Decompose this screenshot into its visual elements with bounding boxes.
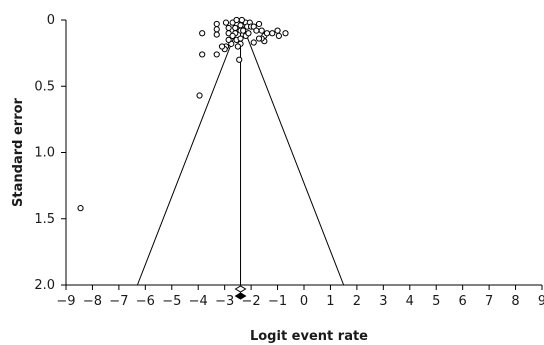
data-point — [213, 51, 220, 58]
x-tick-label: 7 — [485, 294, 493, 309]
x-tick-label: 5 — [432, 294, 440, 309]
data-point — [213, 20, 220, 28]
x-tick-label: 8 — [511, 294, 519, 309]
data-point — [245, 30, 252, 37]
y-tick-label: 1.5 — [34, 212, 55, 227]
funnel-left-line — [136, 19, 241, 286]
data-point — [225, 36, 232, 43]
data-point — [233, 16, 240, 24]
data-point — [213, 31, 220, 38]
data-point — [218, 43, 226, 50]
data-point — [255, 20, 263, 28]
x-tick-label: −1 — [268, 294, 287, 309]
x-tick-label: −5 — [162, 294, 181, 309]
data-point — [232, 24, 239, 32]
data-point — [282, 30, 289, 37]
data-point — [236, 56, 243, 63]
x-axis-title: Logit event rate — [250, 329, 368, 344]
data-point — [237, 35, 244, 42]
data-point — [199, 30, 206, 37]
x-tick-label: 4 — [406, 294, 414, 309]
y-tick-label: 0.5 — [34, 79, 55, 94]
x-tick-label: −4 — [189, 294, 208, 309]
funnel-lines — [136, 19, 345, 286]
ticks: −9 −8 −7 −6 −5 −4 −3 −2 −1 0 1 2 3 4 5 6 7 8 9 0 0.5 1.0 1.5 2.… — [34, 13, 544, 309]
data-point — [274, 27, 281, 34]
x-tick-label: 3 — [379, 294, 387, 309]
x-tick-label: −8 — [83, 294, 102, 309]
x-tick-label: 0 — [300, 294, 308, 309]
summary-markers — [234, 285, 247, 300]
axes — [65, 20, 542, 286]
data-point — [263, 30, 271, 37]
data-point — [269, 30, 276, 37]
data-point — [199, 51, 206, 58]
data-point — [77, 205, 84, 212]
data-point — [234, 43, 241, 50]
y-tick-label: 0 — [47, 13, 55, 28]
data-point — [250, 39, 257, 46]
data-point — [255, 35, 263, 42]
data-point — [196, 92, 203, 99]
data-point — [240, 27, 247, 34]
data-point — [275, 32, 282, 40]
x-tick-label: 2 — [353, 294, 361, 309]
data-point — [225, 24, 232, 32]
x-tick-label: −6 — [136, 294, 155, 309]
x-tick-label: 9 — [538, 294, 544, 309]
summary-diamond-open — [234, 285, 247, 293]
x-tick-label: 1 — [326, 294, 334, 309]
summary-diamond-filled — [234, 292, 247, 300]
data-point — [238, 16, 245, 24]
data-point — [229, 32, 236, 40]
y-axis-title: Standard error — [11, 97, 26, 206]
x-tick-label: −7 — [109, 294, 128, 309]
y-tick-label: 1.0 — [34, 146, 55, 161]
data-point — [213, 26, 220, 33]
data-point — [253, 27, 260, 34]
y-tick-label: 2.0 — [34, 278, 55, 293]
x-tick-label: −3 — [215, 294, 234, 309]
data-point — [222, 19, 230, 26]
x-tick-label: −9 — [56, 294, 75, 309]
data-points — [77, 16, 289, 212]
data-point — [258, 27, 265, 34]
x-tick-label: −2 — [242, 294, 261, 309]
data-point — [237, 22, 244, 29]
funnel-right-line — [240, 19, 345, 286]
x-tick-label: 6 — [459, 294, 467, 309]
